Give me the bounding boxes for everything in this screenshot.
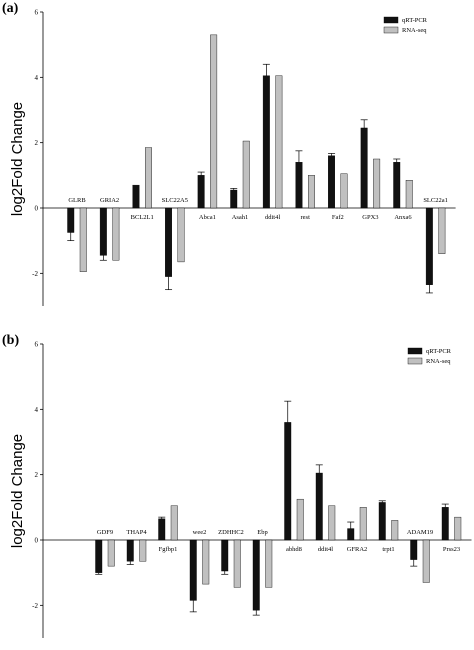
bar-rna-seq [308, 175, 315, 209]
bar-rna-seq [373, 158, 381, 209]
bar-qrt-pcr [284, 422, 292, 541]
bar-rna-seq [405, 180, 413, 209]
bar-rna-seq [275, 75, 283, 209]
bar-qrt-pcr [99, 207, 107, 256]
bar-rna-seq [328, 505, 336, 541]
bar-qrt-pcr [95, 539, 103, 573]
category-label: wee2 [193, 529, 207, 536]
bar-rna-seq [233, 539, 241, 588]
category-label: SLC22A5 [162, 197, 188, 204]
category-label: GDF9 [97, 529, 113, 536]
category-label: GRIA2 [100, 197, 119, 204]
legend-label: RNA-seq [426, 358, 451, 365]
bar-qrt-pcr [328, 155, 335, 209]
category-label: GPX3 [362, 214, 378, 221]
bar-qrt-pcr [126, 539, 134, 562]
y-tick-label: -2 [32, 270, 38, 278]
category-label: Faf2 [332, 214, 344, 221]
bar-qrt-pcr [295, 162, 303, 209]
y-tick-label: 2 [35, 471, 39, 479]
legend-swatch [407, 357, 423, 365]
category-label: trpt1 [382, 546, 394, 553]
bar-rna-seq [107, 539, 115, 567]
y-axis-label: log2Fold Change [9, 102, 26, 216]
panel-label: (a) [2, 1, 19, 16]
bar-rna-seq [139, 539, 147, 562]
bar-qrt-pcr [393, 162, 401, 209]
category-label: Asah1 [232, 214, 249, 221]
y-tick-label: 6 [35, 341, 39, 349]
category-label: abhd8 [286, 546, 302, 553]
bar-qrt-pcr [441, 507, 449, 541]
legend-label: qRT-PCR [402, 17, 428, 24]
category-label: Prss23 [443, 546, 460, 553]
bar-rna-seq [265, 539, 273, 588]
bar-qrt-pcr [378, 502, 386, 541]
bar-rna-seq [422, 539, 430, 583]
category-label: BCL2L1 [131, 214, 154, 221]
bar-rna-seq [391, 520, 399, 541]
bar-qrt-pcr [67, 207, 75, 233]
bar-qrt-pcr [425, 207, 433, 285]
category-label: GLRB [68, 197, 86, 204]
legend-label: RNA-seq [402, 27, 427, 34]
category-label: THAP4 [126, 529, 147, 536]
category-label: SLC22a1 [423, 197, 448, 204]
y-tick-label: -2 [32, 602, 38, 610]
chart-panel: (a) -2 0 2 4 6 log2Fold Change GLRB GRIA2 BCL2L1 S… [2, 1, 456, 306]
bar-rna-seq [170, 505, 178, 541]
bar-qrt-pcr [262, 75, 270, 209]
bar-rna-seq [454, 516, 462, 541]
category-label: ddit4l [265, 214, 280, 221]
panel-label: (b) [2, 333, 19, 348]
category-label: Ebp [257, 529, 267, 536]
bar-qrt-pcr [132, 184, 140, 209]
category-label: rest [301, 214, 311, 221]
y-tick-label: 0 [35, 205, 39, 213]
category-label: Abca1 [199, 214, 216, 221]
bar-rna-seq [242, 140, 250, 209]
category-label: ZDHHC2 [218, 529, 244, 536]
y-tick-label: 4 [35, 406, 39, 414]
chart-panel: (b) -2 0 2 4 6 log2Fold Change GDF9 THAP4 Fgfbp1 w… [2, 333, 472, 638]
bar-qrt-pcr [315, 472, 323, 541]
legend-swatch [407, 347, 423, 355]
y-tick-label: 0 [35, 537, 39, 545]
bar-rna-seq [177, 207, 185, 263]
category-label: ddit4l [318, 546, 333, 553]
bar-rna-seq [438, 207, 446, 254]
category-label: Anxa6 [394, 214, 412, 221]
category-label: Fgfbp1 [159, 546, 178, 553]
bar-qrt-pcr [158, 518, 166, 541]
y-tick-label: 2 [35, 139, 39, 147]
bar-qrt-pcr [197, 175, 205, 209]
bar-qrt-pcr [165, 207, 173, 277]
y-tick-label: 4 [35, 74, 39, 82]
y-tick-label: 6 [35, 9, 39, 17]
bar-qrt-pcr [347, 528, 355, 541]
category-label: GFRA2 [347, 546, 368, 553]
bar-rna-seq [296, 498, 304, 541]
y-axis-label: log2Fold Change [9, 434, 26, 548]
bar-qrt-pcr [221, 539, 229, 572]
bar-qrt-pcr [360, 127, 368, 209]
legend-label: qRT-PCR [426, 348, 452, 355]
bar-qrt-pcr [189, 539, 197, 601]
category-label: ADAM19 [407, 529, 433, 536]
bar-qrt-pcr [410, 539, 418, 560]
bar-rna-seq [79, 207, 87, 272]
bar-rna-seq [340, 173, 348, 209]
bar-rna-seq [210, 34, 218, 209]
legend-swatch [383, 16, 399, 24]
legend-swatch [383, 26, 399, 34]
bar-rna-seq [112, 207, 120, 261]
bar-rna-seq [144, 147, 152, 209]
bar-qrt-pcr [252, 539, 260, 611]
bar-rna-seq [359, 507, 367, 541]
bar-rna-seq [202, 539, 210, 585]
bar-qrt-pcr [230, 189, 238, 209]
